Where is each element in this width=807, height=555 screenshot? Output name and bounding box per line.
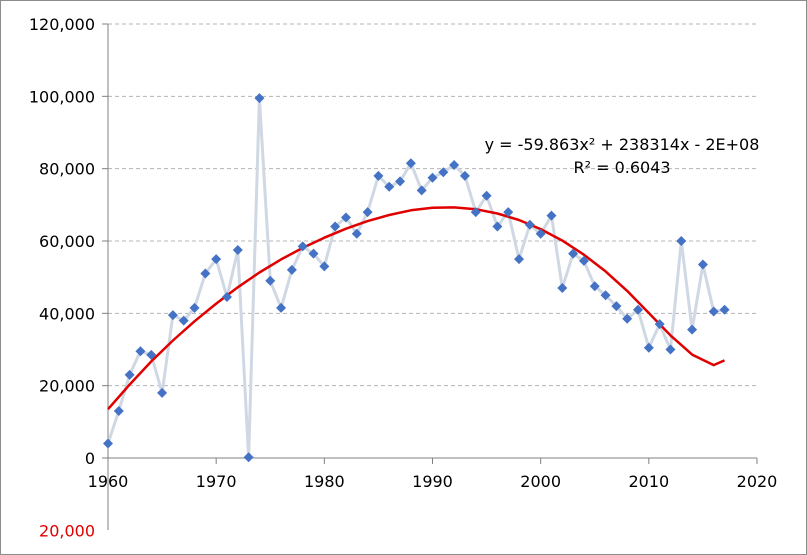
data-point-1995 [481,190,492,201]
data-point-1973 [243,452,254,463]
data-point-1979 [308,248,319,259]
data-point-2015 [697,259,708,270]
x-tick-label-2: 1980 [304,472,345,491]
data-point-2002 [557,283,568,294]
data-point-2004 [578,255,589,266]
data-point-1980 [319,261,330,272]
data-point-1971 [221,292,232,303]
x-tick-label-4: 2000 [520,472,561,491]
data-point-1984 [362,207,373,218]
marker-layer [103,93,730,463]
y-tick-label-extra: 20,000 [39,521,95,540]
data-point-1983 [351,228,362,239]
data-point-1966 [167,310,178,321]
r-squared-label: R² = 0.6043 [573,158,670,177]
x-tick-label-3: 1990 [412,472,453,491]
data-point-1968 [189,302,200,313]
data-point-2008 [622,313,633,324]
data-point-1967 [178,315,189,326]
data-point-2010 [643,342,654,353]
data-point-1974 [254,93,265,104]
y-tick-label-3: 60,000 [39,232,95,251]
data-point-1990 [427,172,438,183]
y-tick-label-0: 0 [85,449,95,468]
trendline-equation: y = -59.863x² + 238314x - 2E+08 [485,135,760,154]
data-point-2017 [719,304,730,315]
data-point-2003 [568,248,579,259]
data-point-2013 [676,236,687,246]
data-point-2014 [687,324,698,335]
data-point-1963 [135,346,146,357]
data-point-1989 [416,185,427,196]
data-point-1999 [524,219,535,230]
data-point-2005 [589,281,600,292]
x-tick-labels: 1960 1970 1980 1990 2000 2010 2020 [88,472,778,491]
data-point-1998 [514,254,525,265]
data-point-1988 [405,158,416,169]
data-point-1982 [340,212,351,223]
data-point-2011 [654,319,665,330]
data-point-1996 [492,221,503,232]
x-tick-label-0: 1960 [88,472,129,491]
data-point-1994 [470,207,481,218]
data-point-1978 [297,241,308,252]
trendline [107,206,725,411]
data-point-1992 [449,160,460,171]
series-line [106,96,725,459]
data-point-1987 [395,176,406,187]
axis-layer [102,23,758,530]
x-tick-label-1: 1970 [196,472,237,491]
data-point-1981 [330,221,341,232]
data-point-2001 [546,210,557,221]
data-point-1969 [200,268,211,279]
data-point-1975 [265,275,276,286]
data-point-1965 [157,387,168,398]
x-tick-label-6: 2020 [737,472,778,491]
trendline-layer [107,206,725,411]
data-point-1964 [146,349,157,360]
data-point-1977 [286,264,297,275]
data-point-1991 [438,167,449,178]
y-tick-labels: 0 20,000 40,000 60,000 80,000 100,000 120,000 2… [29,15,95,540]
y-tick-label-1: 20,000 [39,377,95,396]
y-tick-label-5: 100,000 [29,87,95,106]
data-point-2016 [708,306,719,317]
data-point-1961 [113,405,124,416]
data-point-2000 [535,228,546,239]
x-tick-label-5: 2010 [628,472,669,491]
data-point-1960 [103,438,113,449]
grid-layer [108,23,757,387]
data-point-1970 [211,254,222,265]
data-point-1976 [276,302,287,313]
data-point-1993 [459,170,470,181]
data-point-2006 [600,290,611,301]
data-point-1972 [232,245,243,256]
data-point-1997 [503,207,514,218]
data-point-2009 [633,304,644,315]
y-tick-label-4: 80,000 [39,160,95,179]
data-point-1985 [373,170,384,181]
data-point-2012 [665,344,676,355]
data-point-1986 [384,181,395,192]
y-tick-label-6: 120,000 [29,15,95,34]
data-point-2007 [611,301,622,312]
series-line-layer [106,96,725,459]
y-tick-label-2: 40,000 [39,304,95,323]
data-point-1962 [124,369,135,380]
